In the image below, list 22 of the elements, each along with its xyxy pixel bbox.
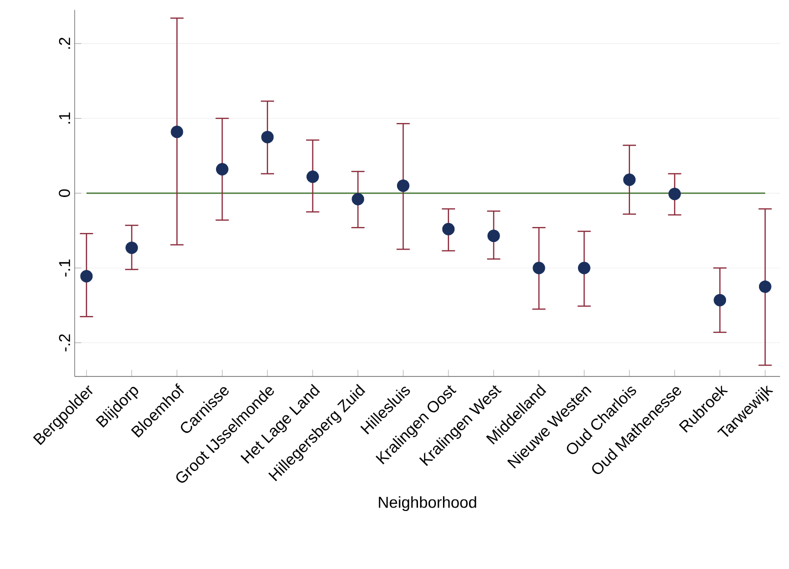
point (578, 262, 590, 274)
point (352, 193, 364, 206)
y-tick-label: -.2 (58, 334, 70, 352)
point (261, 131, 274, 144)
y-tick-label: .2 (58, 38, 70, 49)
point (532, 262, 546, 274)
point (80, 270, 93, 283)
point (668, 188, 681, 200)
y-tick-label: 0 (58, 190, 70, 198)
point (126, 242, 138, 254)
y-tick-label: .1 (59, 112, 70, 124)
x-axis-title: Neighborhood (378, 496, 476, 512)
point (306, 170, 319, 184)
point (487, 230, 500, 242)
point (714, 294, 726, 307)
point (216, 163, 228, 176)
point (623, 174, 636, 186)
point (396, 180, 410, 192)
point (170, 126, 184, 138)
point (442, 223, 455, 236)
y-tick-label: -.1 (59, 260, 70, 277)
point (758, 280, 772, 294)
